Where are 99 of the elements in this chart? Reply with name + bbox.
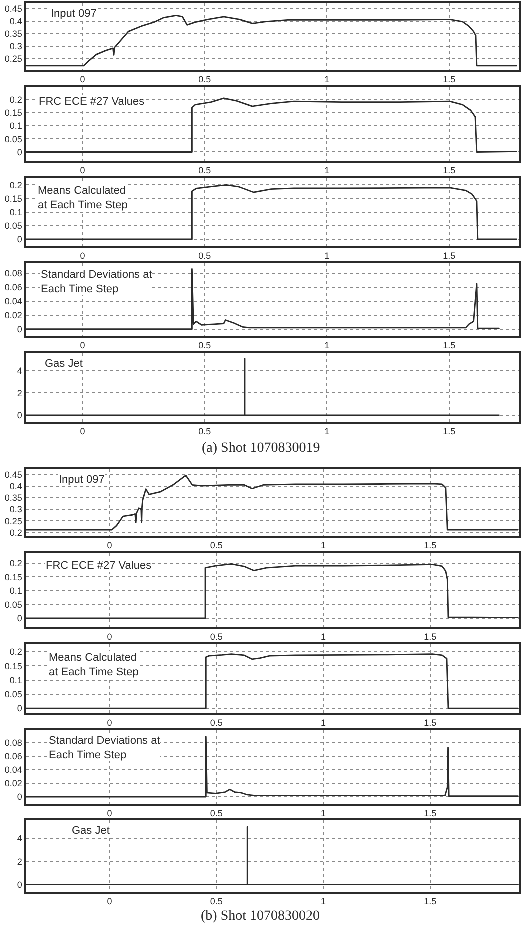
x-tick-label: 0.5	[210, 632, 223, 642]
y-tick-label: 0.04	[4, 296, 22, 307]
y-tick-label: 0.2	[10, 528, 22, 538]
x-tick-label: 1.5	[443, 340, 456, 351]
y-tick-label: 0.45	[4, 4, 22, 14]
x-tick-label: 0.5	[210, 896, 223, 907]
y-tick-label: 0.05	[4, 221, 22, 232]
y-tick-label: 4	[17, 366, 22, 376]
text: FRC ECE #27 Values	[39, 96, 146, 108]
x-tick-label: 0.5	[198, 74, 212, 85]
y-tick-label: 4	[17, 834, 22, 844]
x-tick-label: 0.5	[210, 540, 223, 550]
x-tick-label: 1	[324, 74, 330, 85]
y-tick-label: 0.3	[10, 42, 22, 52]
y-tick-label: 0	[17, 234, 22, 245]
x-tick-label: 1.5	[443, 165, 456, 176]
x-tick-label: 0.5	[210, 808, 223, 818]
x-tick-label: 0.5	[210, 718, 223, 728]
y-tick-label: 0.06	[4, 752, 22, 762]
x-tick-label: 1.5	[424, 632, 437, 642]
x-tick-label: 1	[320, 808, 326, 818]
y-tick-label: 0.05	[4, 600, 22, 610]
text: Standard Deviations at Each Time Step	[49, 735, 160, 762]
x-tick-label: 0	[107, 540, 112, 550]
text: (a) Shot 1070830019	[202, 441, 320, 456]
y-tick-label: 0	[17, 324, 22, 334]
text: Standard Deviations at Each Time Step	[41, 269, 152, 296]
y-tick-label: 2	[17, 856, 22, 867]
x-tick-label: 0.5	[198, 251, 212, 262]
y-tick-label: 0.4	[10, 16, 22, 27]
y-tick-label: 0.1	[10, 586, 22, 596]
x-tick-label: 1.5	[424, 718, 437, 728]
y-tick-label: 0.1	[10, 208, 22, 218]
x-tick-label: 0.5	[198, 340, 212, 351]
y-tick-label: 0.35	[4, 29, 22, 40]
y-tick-label: 0.06	[4, 282, 22, 293]
chart-title: Gas Jet	[45, 358, 83, 370]
y-tick-label: 0.15	[4, 108, 22, 118]
x-tick-label: 1	[320, 540, 326, 550]
y-tick-label: 0.2	[10, 94, 22, 105]
y-tick-label: 0.4	[10, 481, 22, 492]
text: Means Calculated at Each Time Step	[49, 652, 139, 678]
x-tick-label: 1	[320, 632, 326, 642]
text: Input 097	[51, 8, 97, 20]
x-tick-label: 1.5	[443, 426, 456, 437]
y-tick-label: 0.02	[4, 310, 22, 321]
y-tick-label: 0.1	[10, 121, 22, 132]
text: Means Calculated at Each Time Step	[38, 185, 128, 212]
chart-title: Gas Jet	[72, 825, 110, 837]
x-tick-label: 1.5	[443, 251, 456, 262]
y-tick-label: 0.1	[10, 675, 22, 686]
x-tick-label: 0	[107, 632, 112, 642]
y-tick-label: 0	[17, 704, 22, 714]
x-tick-label: 1	[324, 165, 330, 176]
y-tick-label: 0.08	[4, 268, 22, 279]
y-tick-label: 0.25	[4, 516, 22, 526]
text: FRC ECE #27 Values	[46, 560, 152, 572]
y-tick-label: 0.2	[10, 180, 22, 190]
y-tick-label: 0.15	[4, 661, 22, 672]
x-tick-label: 1.5	[424, 540, 437, 550]
y-tick-label: 0.2	[10, 558, 22, 569]
y-tick-label: 0.15	[4, 194, 22, 204]
x-tick-label: 1	[324, 426, 330, 437]
y-tick-label: 0	[17, 880, 22, 890]
y-tick-label: 0	[17, 410, 22, 421]
text: (b) Shot 1070830020	[201, 909, 320, 924]
y-tick-label: 0	[17, 614, 22, 624]
x-tick-label: 1	[320, 718, 326, 728]
y-tick-label: 0.15	[4, 572, 22, 582]
x-tick-label: 0.5	[198, 165, 212, 176]
y-tick-label: 0.25	[4, 54, 22, 64]
y-tick-label: 0.2	[10, 647, 22, 658]
y-tick-label: 0	[17, 792, 22, 802]
y-tick-label: 0.35	[4, 493, 22, 504]
y-tick-label: 0	[17, 147, 22, 158]
x-tick-label: 0	[80, 251, 86, 262]
x-tick-label: 0	[80, 165, 86, 176]
x-tick-label: 1	[324, 251, 330, 262]
x-tick-label: 0.5	[198, 426, 212, 437]
x-tick-label: 0	[80, 426, 86, 437]
y-tick-label: 0.05	[4, 134, 22, 144]
x-tick-label: 0	[80, 74, 86, 85]
text: Input 097	[59, 474, 105, 486]
x-tick-label: 0	[107, 808, 112, 818]
x-tick-label: 1	[324, 340, 330, 351]
y-tick-label: 0.08	[4, 738, 22, 748]
x-tick-label: 0	[107, 896, 112, 907]
x-tick-label: 0	[107, 718, 112, 728]
x-tick-label: 0	[80, 340, 86, 351]
x-tick-label: 1.5	[424, 808, 437, 818]
y-tick-label: 0.3	[10, 504, 22, 515]
y-tick-label: 0.04	[4, 765, 22, 776]
y-tick-label: 2	[17, 388, 22, 398]
y-tick-label: 0.05	[4, 690, 22, 700]
y-tick-label: 0.02	[4, 778, 22, 789]
x-tick-label: 1.5	[443, 74, 456, 85]
x-tick-label: 1.5	[424, 896, 437, 907]
y-tick-label: 0.45	[4, 470, 22, 480]
x-tick-label: 1	[320, 896, 326, 907]
